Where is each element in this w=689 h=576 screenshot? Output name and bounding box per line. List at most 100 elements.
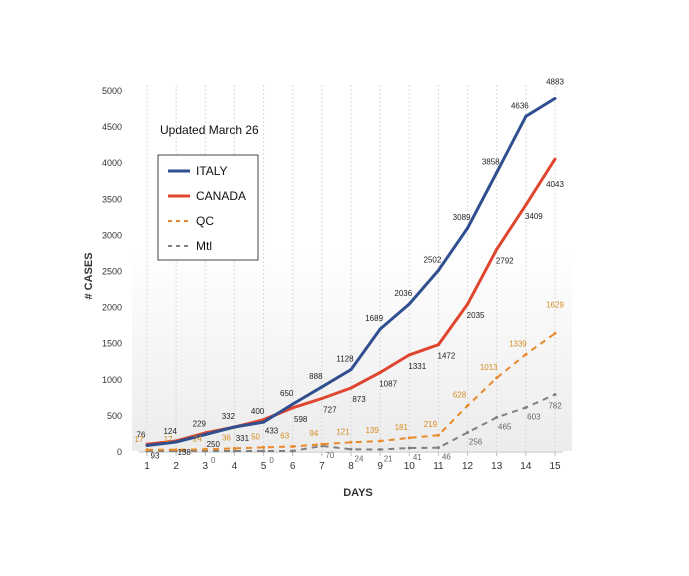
y-tick-label: 1000: [102, 375, 122, 385]
x-tick-label: 11: [433, 461, 444, 472]
y-tick-label: 5000: [102, 86, 122, 96]
data-point: [203, 432, 207, 436]
series-line-mtl: [147, 393, 556, 452]
data-point: [262, 420, 266, 424]
data-point: [291, 406, 295, 410]
data-point: [145, 448, 149, 452]
data-label: 3858: [482, 157, 500, 166]
data-point: [553, 393, 557, 397]
data-label: 332: [222, 412, 236, 421]
x-tick-label: 10: [404, 461, 416, 472]
data-label: 1339: [509, 339, 527, 348]
y-tick-label: 4000: [102, 158, 122, 168]
data-point: [349, 368, 353, 372]
data-point: [232, 446, 236, 450]
data-point: [553, 96, 557, 100]
legend-label-italy: ITALY: [196, 164, 228, 178]
y-tick-label: 3500: [102, 194, 122, 204]
x-tick-label: 1: [144, 461, 150, 472]
data-point: [232, 449, 236, 453]
x-axis-title: DAYS: [343, 487, 373, 499]
data-label: 139: [365, 426, 379, 435]
x-tick-label: 6: [290, 461, 296, 472]
x-tick-label: 9: [377, 461, 383, 472]
data-label: 888: [309, 372, 323, 381]
data-label: 0: [269, 456, 274, 465]
data-label: 36: [222, 433, 231, 442]
data-label: 4636: [511, 101, 529, 110]
data-point: [320, 397, 324, 401]
data-point: [407, 353, 411, 357]
data-point: [145, 444, 149, 448]
data-label: 1087: [379, 380, 397, 389]
data-point: [291, 444, 295, 448]
data-label: 70: [325, 451, 334, 460]
data-point: [495, 415, 499, 419]
data-label: 229: [193, 419, 207, 428]
data-point: [349, 386, 353, 390]
x-tick-label: 2: [173, 461, 179, 472]
data-point: [466, 431, 470, 435]
data-label: 4883: [546, 77, 564, 86]
data-point: [495, 247, 499, 251]
data-label: 181: [395, 423, 409, 432]
data-label: 727: [323, 406, 337, 415]
data-point: [174, 440, 178, 444]
data-point: [495, 170, 499, 174]
data-label: 650: [280, 389, 294, 398]
data-label: 1472: [438, 352, 456, 361]
data-label: 24: [193, 434, 202, 443]
data-label: 17: [164, 435, 173, 444]
data-label: 46: [442, 453, 451, 462]
data-label: 250: [207, 440, 221, 449]
legend: ITALY CANADA QC Mtl: [157, 154, 259, 261]
data-point: [436, 343, 440, 347]
data-point: [466, 226, 470, 230]
data-label: 465: [498, 422, 512, 431]
data-point: [553, 157, 557, 161]
data-point: [262, 445, 266, 449]
x-tick-label: 15: [549, 461, 561, 472]
legend-label-qc: QC: [196, 214, 214, 228]
grid: [146, 85, 556, 451]
x-tick-label: 8: [348, 461, 354, 472]
data-label: 400: [251, 407, 265, 416]
data-label: 50: [251, 432, 260, 441]
data-label: 0: [211, 456, 216, 465]
data-point: [378, 447, 382, 451]
data-label: 21: [384, 454, 393, 463]
data-label: 41: [413, 453, 422, 462]
data-point: [407, 436, 411, 440]
data-point: [349, 440, 353, 444]
chart-annotation: Updated March 26: [160, 123, 259, 137]
data-label: 63: [280, 431, 289, 440]
data-point: [553, 331, 557, 335]
data-point: [378, 327, 382, 331]
data-label: 1013: [480, 363, 498, 372]
data-label: 3089: [453, 213, 471, 222]
data-point: [407, 446, 411, 450]
data-label: 256: [469, 438, 483, 447]
data-label: 782: [548, 402, 562, 411]
data-point: [407, 302, 411, 306]
data-point: [524, 405, 528, 409]
y-tick-label: 1500: [102, 339, 122, 349]
y-tick-label: 4500: [102, 122, 122, 132]
data-point: [436, 268, 440, 272]
data-label: 94: [309, 429, 318, 438]
data-point: [495, 376, 499, 380]
data-point: [349, 447, 353, 451]
data-label: 93: [151, 451, 160, 460]
data-label: 121: [336, 427, 350, 436]
y-tick-label: 500: [107, 411, 122, 421]
data-point: [436, 446, 440, 450]
data-label: 219: [424, 420, 438, 429]
legend-label-canada: CANADA: [196, 189, 246, 203]
data-point: [291, 402, 295, 406]
data-point: [524, 114, 528, 118]
data-point: [466, 302, 470, 306]
data-label: 598: [294, 415, 308, 424]
data-label: 138: [177, 448, 191, 457]
